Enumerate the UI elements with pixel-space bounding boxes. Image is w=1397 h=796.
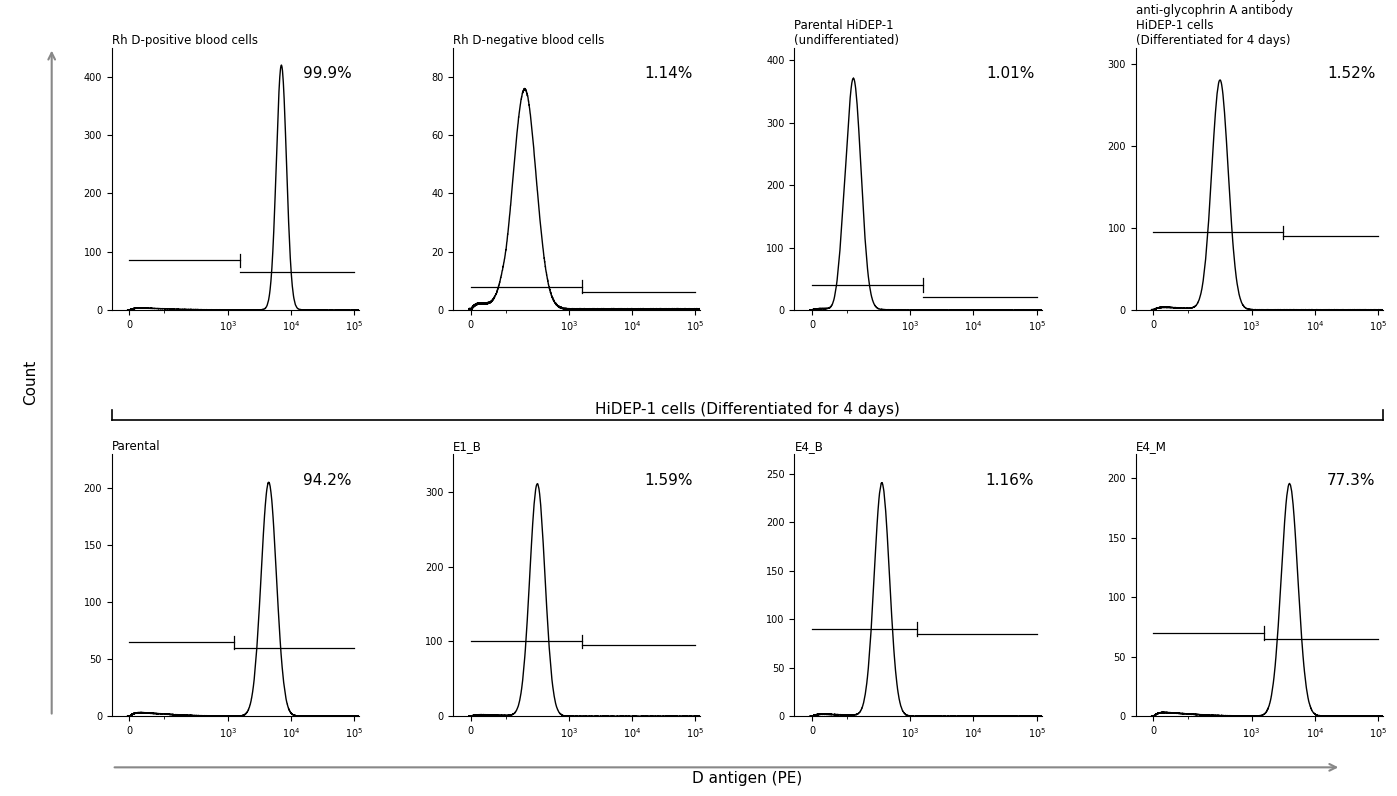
Text: 1.52%: 1.52% bbox=[1327, 66, 1376, 81]
Text: Rh D-negative blood cells: Rh D-negative blood cells bbox=[453, 33, 605, 47]
Text: Count: Count bbox=[24, 360, 38, 404]
Text: E4_B: E4_B bbox=[795, 440, 823, 453]
Text: Parental HiDEP-1
(undifferentiated): Parental HiDEP-1 (undifferentiated) bbox=[795, 18, 900, 47]
Text: Parental: Parental bbox=[112, 440, 161, 453]
Text: E4_M: E4_M bbox=[1136, 440, 1166, 453]
Text: 99.9%: 99.9% bbox=[303, 66, 352, 81]
Text: 1.14%: 1.14% bbox=[644, 66, 693, 81]
Text: E1_B: E1_B bbox=[453, 440, 482, 453]
Text: HiDEP-1 cells (Differentiated for 4 days): HiDEP-1 cells (Differentiated for 4 days… bbox=[595, 402, 900, 417]
Text: D antigen (PE): D antigen (PE) bbox=[693, 771, 802, 786]
Text: 94.2%: 94.2% bbox=[303, 473, 352, 487]
Text: Without anti-D antibody and
anti-glycophrin A antibody
HiDEP-1 cells
(Differenti: Without anti-D antibody and anti-glycoph… bbox=[1136, 0, 1303, 47]
Text: 1.16%: 1.16% bbox=[986, 473, 1034, 487]
Text: 1.59%: 1.59% bbox=[644, 473, 693, 487]
Text: 1.01%: 1.01% bbox=[986, 66, 1034, 81]
Text: 77.3%: 77.3% bbox=[1327, 473, 1376, 487]
Text: Rh D-positive blood cells: Rh D-positive blood cells bbox=[112, 33, 258, 47]
